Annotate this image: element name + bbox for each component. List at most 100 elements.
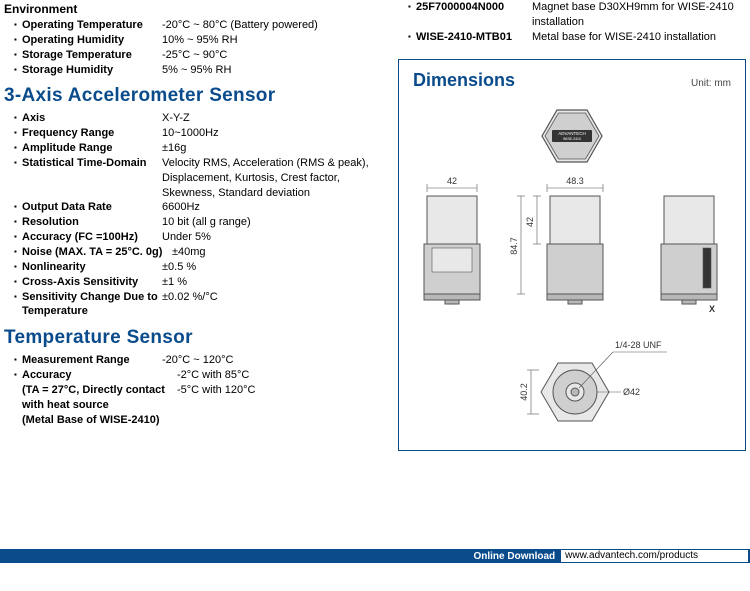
spec-label: Output Data Rate <box>22 200 162 215</box>
spec-val: -20°C ~ 120°C <box>162 353 392 368</box>
spec-val: X-Y-Z <box>162 111 392 126</box>
spec-val: 10 bit (all g range) <box>162 215 392 230</box>
bullet-icon: ▪ <box>14 33 22 47</box>
footer-label: Online Download <box>473 551 561 562</box>
bullet-icon: ▪ <box>14 290 22 304</box>
bullet-icon: ▪ <box>14 260 22 274</box>
bullet-icon: ▪ <box>14 141 22 155</box>
spec-row: ▪Statistical Time-DomainVelocity RMS, Ac… <box>4 156 392 201</box>
spec-label: Axis <box>22 111 162 126</box>
part-row: ▪25F7000004N000Magnet base D30XH9mm for … <box>398 0 746 30</box>
dim-thread: 1/4-28 UNF <box>615 340 662 350</box>
spec-val: 10% ~ 95% RH <box>162 33 392 48</box>
spec-label: Measurement Range <box>22 353 162 368</box>
spec-row: ▪Sensitivity Change Due to Temperature±0… <box>4 290 392 320</box>
spec-val: ±0.02 %/°C <box>162 290 392 305</box>
left-column: Environment ▪Operating Temperature-20°C … <box>4 0 392 427</box>
bullet-icon: ▪ <box>14 275 22 289</box>
spec-val: Under 5% <box>162 230 392 245</box>
spec-val: -20°C ~ 80°C (Battery powered) <box>162 18 392 33</box>
spec-label: Amplitude Range <box>22 141 162 156</box>
env-rows: ▪Operating Temperature-20°C ~ 80°C (Batt… <box>4 18 392 77</box>
spec-row: ▪Storage Humidity5% ~ 95% RH <box>4 63 392 78</box>
spec-label: Operating Humidity <box>22 33 162 48</box>
spec-val: -25°C ~ 90°C <box>162 48 392 63</box>
spec-row: ▪Cross-Axis Sensitivity±1 % <box>4 275 392 290</box>
spec-row: ▪AxisX-Y-Z <box>4 111 392 126</box>
spec-label: Resolution <box>22 215 162 230</box>
dimensions-diagram: ADVANTECH WISE-2410 42 48. <box>399 96 745 450</box>
footer-bar: Online Download www.advantech.com/produc… <box>0 549 750 563</box>
spec-label: Frequency Range <box>22 126 162 141</box>
spec-row: ▪Measurement Range-20°C ~ 120°C <box>4 353 392 368</box>
temp-title: Temperature Sensor <box>4 327 392 349</box>
part-label: 25F7000004N000 <box>416 0 532 30</box>
footer-url: www.advantech.com/products <box>561 550 748 562</box>
spec-val: 10~1000Hz <box>162 126 392 141</box>
dim-w2: 48.3 <box>566 176 584 186</box>
spec-label: Cross-Axis Sensitivity <box>22 275 162 290</box>
spec-val: ±1 % <box>162 275 392 290</box>
axis-x: X <box>709 304 715 314</box>
spec-row: ▪Operating Humidity10% ~ 95% RH <box>4 33 392 48</box>
spec-val: ±0.5 % <box>162 260 392 275</box>
dimensions-panel: Dimensions Unit: mm ADVANTECH WISE-2410 … <box>398 59 746 451</box>
spec-label: Accuracy (TA = 27°C, Directly contact wi… <box>22 368 177 427</box>
dim-w1: 42 <box>447 176 457 186</box>
accel-title: 3-Axis Accelerometer Sensor <box>4 85 392 107</box>
env-title: Environment <box>4 2 392 16</box>
spec-row: ▪Resolution10 bit (all g range) <box>4 215 392 230</box>
dim-h3: 40.2 <box>519 383 529 401</box>
part-val: Metal base for WISE-2410 installation <box>532 30 746 45</box>
part-row: ▪WISE-2410-MTB01Metal base for WISE-2410… <box>398 30 746 45</box>
spec-row: ▪Accuracy (TA = 27°C, Directly contact w… <box>4 368 392 427</box>
bullet-icon: ▪ <box>14 126 22 140</box>
spec-row: ▪Storage Temperature-25°C ~ 90°C <box>4 48 392 63</box>
part-label: WISE-2410-MTB01 <box>416 30 532 45</box>
dimensions-header: Dimensions Unit: mm <box>399 60 745 95</box>
bullet-icon: ▪ <box>14 200 22 214</box>
spec-row: ▪Noise (MAX. TA = 25°C. 0g)±40mg <box>4 245 392 260</box>
spec-label: Accuracy (FC =100Hz) <box>22 230 162 245</box>
temp-rows: ▪Measurement Range-20°C ~ 120°C ▪Accurac… <box>4 353 392 427</box>
bullet-icon: ▪ <box>14 230 22 244</box>
spec-val: 6600Hz <box>162 200 392 215</box>
model-label: WISE-2410 <box>563 137 581 141</box>
spec-row: ▪Frequency Range10~1000Hz <box>4 126 392 141</box>
accel-rows: ▪AxisX-Y-Z ▪Frequency Range10~1000Hz ▪Am… <box>4 111 392 319</box>
bullet-icon: ▪ <box>14 353 22 367</box>
spec-label: Operating Temperature <box>22 18 162 33</box>
spec-row: ▪Amplitude Range±16g <box>4 141 392 156</box>
spec-label: Storage Humidity <box>22 63 162 78</box>
spec-val: ±16g <box>162 141 392 156</box>
spec-row: ▪Output Data Rate6600Hz <box>4 200 392 215</box>
spec-row: ▪Operating Temperature-20°C ~ 80°C (Batt… <box>4 18 392 33</box>
bullet-icon: ▪ <box>14 368 22 382</box>
bullet-icon: ▪ <box>408 30 416 45</box>
spec-val: 5% ~ 95% RH <box>162 63 392 78</box>
bullet-icon: ▪ <box>14 111 22 125</box>
part-val: Magnet base D30XH9mm for WISE-2410 insta… <box>532 0 746 30</box>
dim-dia: Ø42 <box>623 387 640 397</box>
dim-h1: 42 <box>525 217 535 227</box>
spec-label: Sensitivity Change Due to Temperature <box>22 290 162 320</box>
spec-label: Statistical Time-Domain <box>22 156 162 171</box>
spec-val: ±40mg <box>172 245 392 260</box>
parts-list: ▪25F7000004N000Magnet base D30XH9mm for … <box>398 0 746 45</box>
spec-label: Nonlinearity <box>22 260 162 275</box>
spec-label: Storage Temperature <box>22 48 162 63</box>
dimensions-title: Dimensions <box>413 70 515 91</box>
bullet-icon: ▪ <box>14 48 22 62</box>
bullet-icon: ▪ <box>14 156 22 170</box>
bullet-icon: ▪ <box>14 18 22 32</box>
bullet-icon: ▪ <box>14 63 22 77</box>
spec-val: Velocity RMS, Acceleration (RMS & peak),… <box>162 156 392 201</box>
bullet-icon: ▪ <box>408 0 416 30</box>
bullet-icon: ▪ <box>14 215 22 229</box>
bullet-icon: ▪ <box>14 245 22 259</box>
dimensions-unit: Unit: mm <box>691 78 731 89</box>
brand-label: ADVANTECH <box>558 131 585 136</box>
spec-label: Noise (MAX. TA = 25°C. 0g) <box>22 245 172 260</box>
spec-val: -2°C with 85°C -5°C with 120°C <box>177 368 392 398</box>
spec-row: ▪Nonlinearity±0.5 % <box>4 260 392 275</box>
